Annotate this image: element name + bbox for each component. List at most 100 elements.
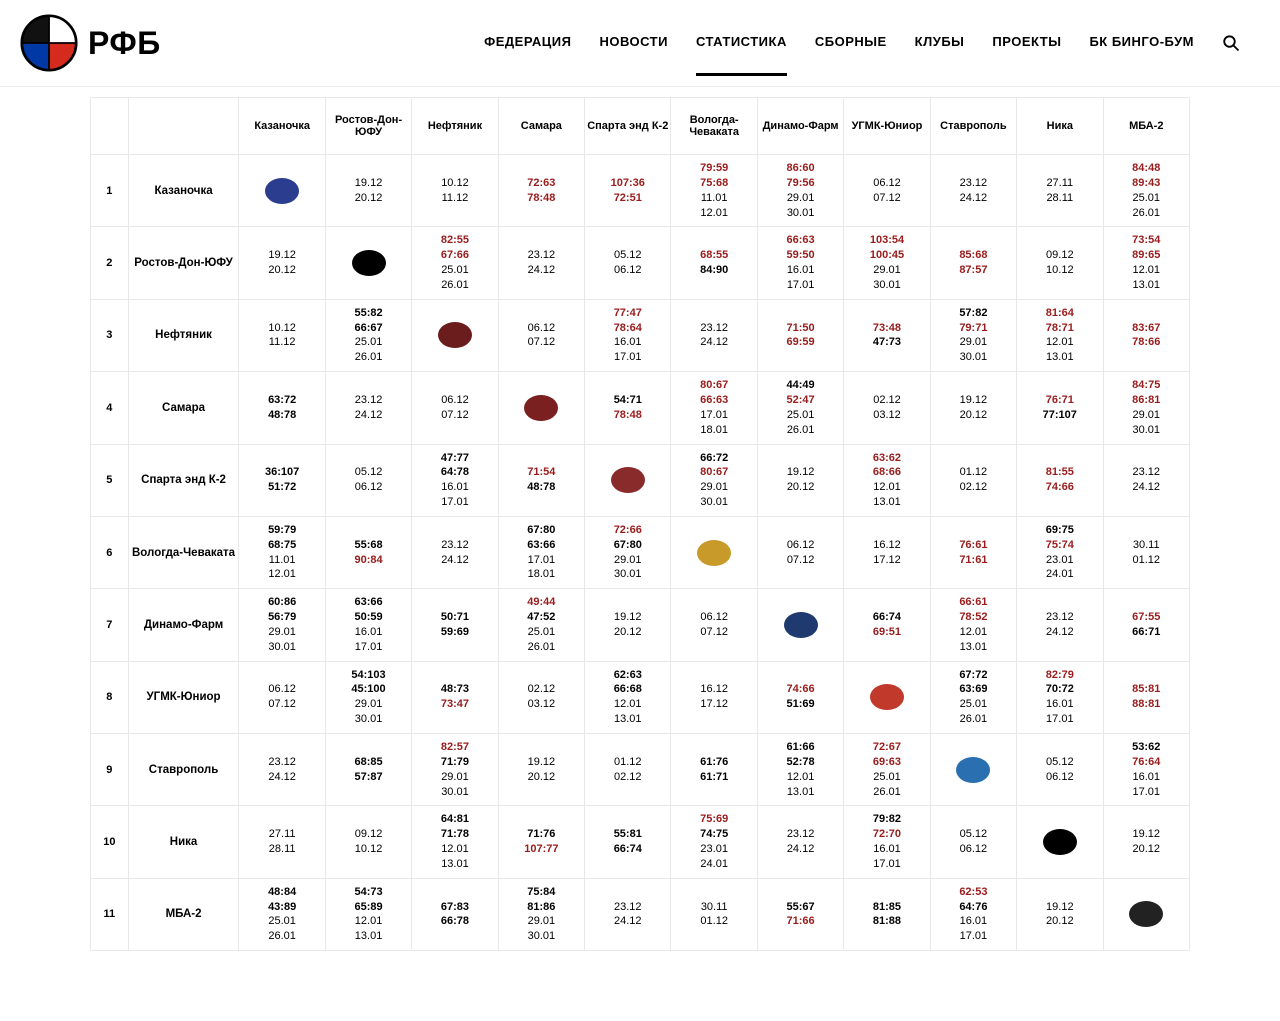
match-cell[interactable]: 23.1224.12 bbox=[930, 155, 1016, 227]
self-logo-cell[interactable] bbox=[844, 661, 930, 733]
match-cell[interactable]: 73:4847:73 bbox=[844, 299, 930, 371]
match-cell[interactable]: 19.1220.12 bbox=[930, 372, 1016, 444]
match-cell[interactable]: 76:7177:107 bbox=[1017, 372, 1103, 444]
match-cell[interactable]: 23.1224.12 bbox=[239, 734, 325, 806]
match-cell[interactable]: 64:8171:7812.0113.01 bbox=[412, 806, 498, 878]
match-cell[interactable]: 67:8063:6617.0118.01 bbox=[498, 516, 584, 588]
match-cell[interactable]: 68:8557:87 bbox=[325, 734, 411, 806]
self-logo-cell[interactable] bbox=[498, 372, 584, 444]
nav-item-1[interactable]: НОВОСТИ bbox=[599, 10, 668, 76]
match-cell[interactable]: 72:6378:48 bbox=[498, 155, 584, 227]
match-cell[interactable]: 81:5574:66 bbox=[1017, 444, 1103, 516]
match-cell[interactable]: 82:5771:7929.0130.01 bbox=[412, 734, 498, 806]
row-team-cell[interactable]: Ростов-Дон-ЮФУ bbox=[128, 227, 239, 299]
match-cell[interactable]: 62:5364:7616.0117.01 bbox=[930, 878, 1016, 950]
match-cell[interactable]: 73:5489:6512.0113.01 bbox=[1103, 227, 1190, 299]
col-header-1[interactable]: Ростов-Дон-ЮФУ bbox=[325, 98, 411, 155]
match-cell[interactable]: 69:7575:7423.0124.01 bbox=[1017, 516, 1103, 588]
match-cell[interactable]: 27.1128.11 bbox=[1017, 155, 1103, 227]
match-cell[interactable]: 71:5069:59 bbox=[757, 299, 843, 371]
col-header-2[interactable]: Нефтяник bbox=[412, 98, 498, 155]
match-cell[interactable]: 57:8279:7129.0130.01 bbox=[930, 299, 1016, 371]
row-team-cell[interactable]: Самара bbox=[128, 372, 239, 444]
match-cell[interactable]: 19.1220.12 bbox=[1017, 878, 1103, 950]
col-header-9[interactable]: Ника bbox=[1017, 98, 1103, 155]
match-cell[interactable]: 02.1203.12 bbox=[844, 372, 930, 444]
self-logo-cell[interactable] bbox=[671, 516, 757, 588]
match-cell[interactable]: 68:5584:90 bbox=[671, 227, 757, 299]
match-cell[interactable]: 01.1202.12 bbox=[585, 734, 671, 806]
match-cell[interactable]: 54:10345:10029.0130.01 bbox=[325, 661, 411, 733]
col-header-7[interactable]: УГМК-Юниор bbox=[844, 98, 930, 155]
match-cell[interactable]: 60:8656:7929.0130.01 bbox=[239, 589, 325, 661]
match-cell[interactable]: 85:6887:57 bbox=[930, 227, 1016, 299]
match-cell[interactable]: 44:4952:4725.0126.01 bbox=[757, 372, 843, 444]
match-cell[interactable]: 53:6276:6416.0117.01 bbox=[1103, 734, 1190, 806]
match-cell[interactable]: 19.1220.12 bbox=[325, 155, 411, 227]
row-team-cell[interactable]: Казаночка bbox=[128, 155, 239, 227]
self-logo-cell[interactable] bbox=[1103, 878, 1190, 950]
match-cell[interactable]: 84:7586:8129.0130.01 bbox=[1103, 372, 1190, 444]
match-cell[interactable]: 75:8481:8629.0130.01 bbox=[498, 878, 584, 950]
nav-item-2[interactable]: СТАТИСТИКА bbox=[696, 10, 787, 76]
match-cell[interactable]: 30.1101.12 bbox=[671, 878, 757, 950]
match-cell[interactable]: 54:7365:8912.0113.01 bbox=[325, 878, 411, 950]
col-header-3[interactable]: Самара bbox=[498, 98, 584, 155]
match-cell[interactable]: 67:5566:71 bbox=[1103, 589, 1190, 661]
match-cell[interactable]: 55:8166:74 bbox=[585, 806, 671, 878]
match-cell[interactable]: 66:7280:6729.0130.01 bbox=[671, 444, 757, 516]
match-cell[interactable]: 81:8581:88 bbox=[844, 878, 930, 950]
match-cell[interactable]: 49:4447:5225.0126.01 bbox=[498, 589, 584, 661]
search-icon[interactable] bbox=[1222, 34, 1240, 52]
match-cell[interactable]: 71:76107:77 bbox=[498, 806, 584, 878]
match-cell[interactable]: 05.1206.12 bbox=[325, 444, 411, 516]
match-cell[interactable]: 19.1220.12 bbox=[498, 734, 584, 806]
match-cell[interactable]: 02.1203.12 bbox=[498, 661, 584, 733]
match-cell[interactable]: 79:8272:7016.0117.01 bbox=[844, 806, 930, 878]
match-cell[interactable]: 05.1206.12 bbox=[930, 806, 1016, 878]
match-cell[interactable]: 48:8443:8925.0126.01 bbox=[239, 878, 325, 950]
row-team-cell[interactable]: Динамо-Фарм bbox=[128, 589, 239, 661]
match-cell[interactable]: 59:7968:7511.0112.01 bbox=[239, 516, 325, 588]
match-cell[interactable]: 72:6667:8029.0130.01 bbox=[585, 516, 671, 588]
match-cell[interactable]: 83:6778:66 bbox=[1103, 299, 1190, 371]
match-cell[interactable]: 54:7178:48 bbox=[585, 372, 671, 444]
match-cell[interactable]: 67:7263:6925.0126.01 bbox=[930, 661, 1016, 733]
row-team-cell[interactable]: Ставрополь bbox=[128, 734, 239, 806]
match-cell[interactable]: 23.1224.12 bbox=[498, 227, 584, 299]
match-cell[interactable]: 23.1224.12 bbox=[757, 806, 843, 878]
match-cell[interactable]: 81:6478:7112.0113.01 bbox=[1017, 299, 1103, 371]
match-cell[interactable]: 71:5448:78 bbox=[498, 444, 584, 516]
match-cell[interactable]: 80:6766:6317.0118.01 bbox=[671, 372, 757, 444]
match-cell[interactable]: 06.1207.12 bbox=[844, 155, 930, 227]
match-cell[interactable]: 27.1128.11 bbox=[239, 806, 325, 878]
match-cell[interactable]: 05.1206.12 bbox=[585, 227, 671, 299]
match-cell[interactable]: 09.1210.12 bbox=[325, 806, 411, 878]
self-logo-cell[interactable] bbox=[1017, 806, 1103, 878]
match-cell[interactable]: 16.1217.12 bbox=[844, 516, 930, 588]
match-cell[interactable]: 63:6650:5916.0117.01 bbox=[325, 589, 411, 661]
match-cell[interactable]: 62:6366:6812.0113.01 bbox=[585, 661, 671, 733]
row-team-cell[interactable]: Спарта энд К-2 bbox=[128, 444, 239, 516]
match-cell[interactable]: 82:7970:7216.0117.01 bbox=[1017, 661, 1103, 733]
self-logo-cell[interactable] bbox=[585, 444, 671, 516]
match-cell[interactable]: 10.1211.12 bbox=[412, 155, 498, 227]
match-cell[interactable]: 66:6178:5212.0113.01 bbox=[930, 589, 1016, 661]
match-cell[interactable]: 77:4778:6416.0117.01 bbox=[585, 299, 671, 371]
match-cell[interactable]: 30.1101.12 bbox=[1103, 516, 1190, 588]
match-cell[interactable]: 09.1210.12 bbox=[1017, 227, 1103, 299]
match-cell[interactable]: 19.1220.12 bbox=[239, 227, 325, 299]
match-cell[interactable]: 47:7764:7816.0117.01 bbox=[412, 444, 498, 516]
self-logo-cell[interactable] bbox=[239, 155, 325, 227]
match-cell[interactable]: 55:6890:84 bbox=[325, 516, 411, 588]
match-cell[interactable]: 06.1207.12 bbox=[671, 589, 757, 661]
match-cell[interactable]: 19.1220.12 bbox=[585, 589, 671, 661]
match-cell[interactable]: 23.1224.12 bbox=[1017, 589, 1103, 661]
self-logo-cell[interactable] bbox=[412, 299, 498, 371]
match-cell[interactable]: 61:6652:7812.0113.01 bbox=[757, 734, 843, 806]
match-cell[interactable]: 55:8266:6725.0126.01 bbox=[325, 299, 411, 371]
match-cell[interactable]: 23.1224.12 bbox=[412, 516, 498, 588]
match-cell[interactable]: 06.1207.12 bbox=[498, 299, 584, 371]
match-cell[interactable]: 23.1224.12 bbox=[585, 878, 671, 950]
match-cell[interactable]: 79:5975:6811.0112.01 bbox=[671, 155, 757, 227]
